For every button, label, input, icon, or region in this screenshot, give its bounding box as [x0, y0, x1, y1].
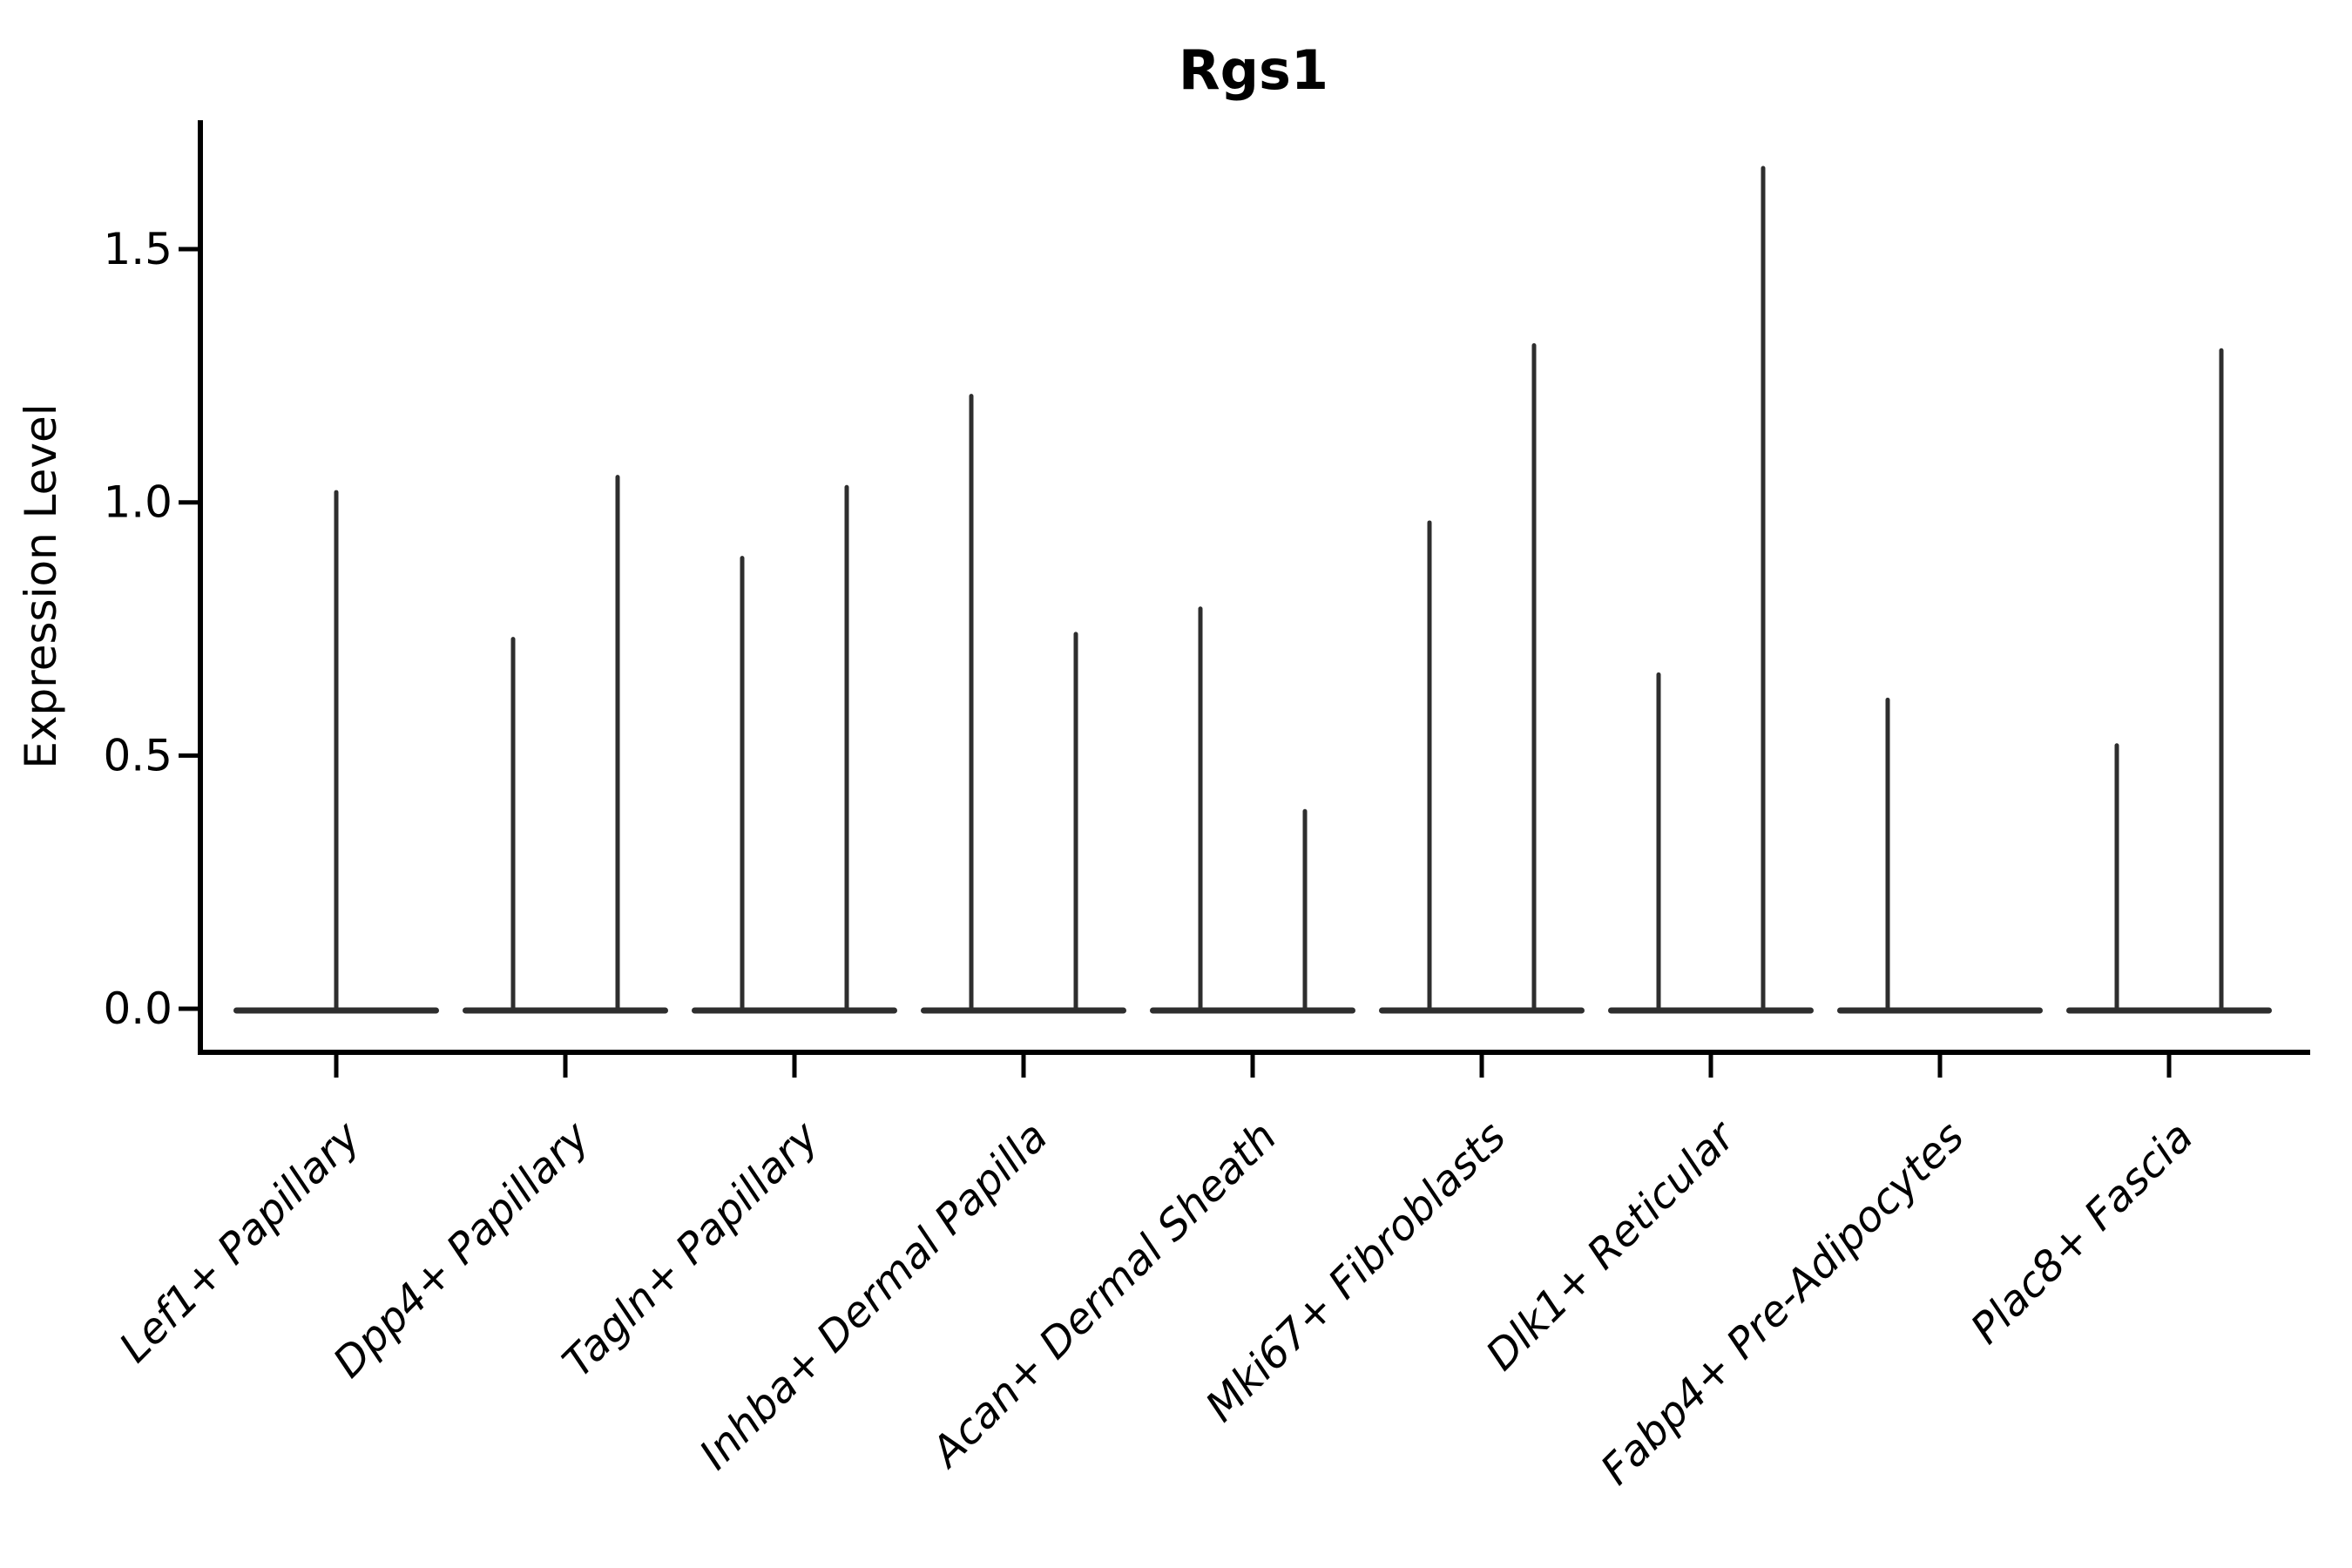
- y-axis: 0.0 0.5 1.0 1.5: [103, 224, 198, 1034]
- violin-base: [1837, 1007, 2043, 1014]
- y-tick-label: 0.0: [103, 983, 172, 1034]
- x-tick-label: Plac8+ Fascia: [1962, 1112, 2203, 1354]
- x-tick-label: Fabp4+ Pre-Adipocytes: [1592, 1112, 1974, 1495]
- violin-base: [692, 1007, 897, 1014]
- violin-base: [1608, 1007, 1814, 1014]
- x-tick-label: Tagln+ Papillary: [553, 1112, 828, 1387]
- violin-base: [463, 1007, 668, 1014]
- violin-base: [921, 1007, 1126, 1014]
- x-tick-label: Dpp4+ Papillary: [324, 1112, 599, 1387]
- y-tick-label: 1.0: [103, 477, 172, 528]
- y-axis-label: Expression Level: [16, 403, 66, 768]
- x-tick-label: Lef1+ Papillary: [110, 1112, 370, 1372]
- x-tick-label: Dlk1+ Reticular: [1477, 1111, 1747, 1381]
- violin-base: [1150, 1007, 1355, 1014]
- violin-base: [1379, 1007, 1585, 1014]
- violin-base: [2066, 1007, 2272, 1014]
- y-tick-label: 1.5: [103, 224, 172, 274]
- plot-title: Rgs1: [1179, 38, 1328, 102]
- y-tick-label: 0.5: [103, 730, 172, 781]
- violins: [233, 166, 2272, 1014]
